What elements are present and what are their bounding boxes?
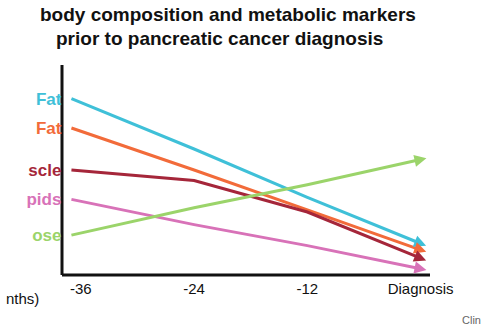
- svg-text:Fat: Fat: [36, 119, 62, 138]
- svg-text:-12: -12: [296, 280, 318, 297]
- svg-text:pids: pids: [26, 190, 61, 209]
- svg-text:Diagnosis: Diagnosis: [388, 280, 454, 297]
- svg-text:-24: -24: [183, 280, 205, 297]
- html-text:body composition and metabolic: body composition and metabolic markers: [40, 4, 416, 25]
- svg-text:ose: ose: [32, 226, 61, 245]
- html-text:prior to pancreatic cancer dia: prior to pancreatic cancer diagnosis: [56, 28, 384, 49]
- svg-text:-36: -36: [70, 280, 92, 297]
- svg-text:Fat: Fat: [36, 90, 62, 109]
- html-text:nths): nths): [6, 290, 40, 307]
- svg-text:scle: scle: [28, 161, 61, 180]
- html-text:Clin: Clin: [462, 314, 481, 326]
